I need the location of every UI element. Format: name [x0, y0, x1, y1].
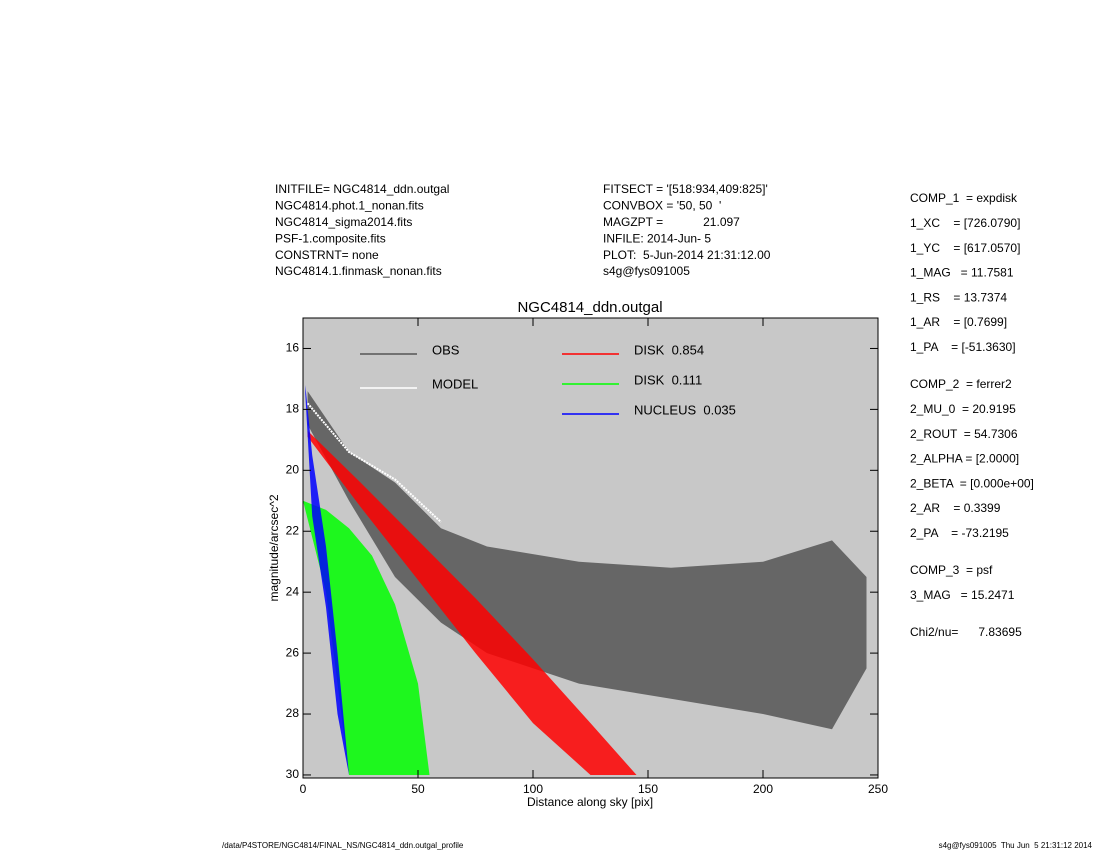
x-tick-label: 50 [411, 782, 425, 796]
legend-label: DISK 0.854 [634, 342, 704, 357]
fit-parameter: 1_XC = [726.0790] [910, 216, 1020, 230]
y-tick-label: 24 [286, 584, 300, 598]
fit-parameter: COMP_1 = expdisk [910, 191, 1018, 205]
fit-parameter: 2_BETA = [0.000e+00] [910, 476, 1034, 490]
fit-parameter: 2_AR = 0.3399 [910, 501, 1001, 515]
header-line: PSF-1.composite.fits [275, 231, 386, 245]
y-tick-label: 20 [286, 462, 300, 476]
x-axis-label: Distance along sky [pix] [527, 795, 653, 809]
data-band [305, 385, 349, 775]
y-tick-label: 30 [286, 767, 300, 781]
model-line [306, 402, 442, 523]
x-tick-label: 200 [753, 782, 773, 796]
header-line: CONSTRNT= none [275, 248, 379, 262]
data-band [307, 391, 867, 730]
footer-stamp: s4g@fys091005 Thu Jun 5 21:31:12 2014 [939, 841, 1093, 850]
fit-parameter: COMP_2 = ferrer2 [910, 377, 1012, 391]
fit-parameter: 2_PA = -73.2195 [910, 526, 1009, 540]
x-tick-label: 150 [638, 782, 658, 796]
fit-parameter: 3_MAG = 15.2471 [910, 588, 1015, 602]
y-tick-label: 26 [286, 645, 300, 659]
y-tick-label: 18 [286, 402, 300, 416]
plot-frame [302, 317, 879, 779]
fit-parameter: 1_RS = 13.7374 [910, 290, 1007, 304]
legend-label: DISK 0.111 [634, 372, 702, 387]
header-line: NGC4814_sigma2014.fits [275, 215, 412, 229]
fit-parameter: 1_AR = [0.7699] [910, 315, 1007, 329]
fit-parameter: 1_YC = [617.0570] [910, 241, 1020, 255]
y-axis-label: magnitude/arcsec^2 [267, 494, 281, 601]
header-line: NGC4814.1.finmask_nonan.fits [275, 264, 442, 278]
header-line: PLOT: 5-Jun-2014 21:31:12.00 [603, 248, 771, 262]
data-band [307, 430, 637, 775]
y-tick-label: 16 [286, 341, 300, 355]
chart-title: NGC4814_ddn.outgal [517, 299, 662, 316]
header-line: INITFILE= NGC4814_ddn.outgal [275, 182, 449, 196]
footer-path: /data/P4STORE/NGC4814/FINAL_NS/NGC4814_d… [222, 841, 464, 850]
header-line: CONVBOX = '50, 50 ' [603, 199, 721, 213]
fit-parameter: 2_ROUT = 54.7306 [910, 427, 1018, 441]
header-line: FITSECT = '[518:934,409:825]' [603, 182, 768, 196]
plot-data [303, 385, 867, 775]
legend-label: NUCLEUS 0.035 [634, 402, 736, 417]
x-tick-label: 100 [523, 782, 543, 796]
fit-parameter: 1_MAG = 11.7581 [910, 266, 1014, 280]
legend-label: MODEL [432, 376, 478, 391]
legend-label: OBS [432, 342, 460, 357]
y-tick-label: 22 [286, 523, 300, 537]
fit-parameter: 2_MU_0 = 20.9195 [910, 402, 1016, 416]
x-tick-label: 0 [300, 782, 307, 796]
fit-parameter: Chi2/nu= 7.83695 [910, 625, 1022, 639]
fit-parameter: COMP_3 = psf [910, 563, 993, 577]
y-tick-label: 28 [286, 706, 300, 720]
header-line: s4g@fys091005 [603, 264, 690, 278]
fit-parameter: 1_PA = [-51.3630] [910, 340, 1016, 354]
header-line: MAGZPT = 21.097 [603, 215, 740, 229]
data-band [303, 500, 430, 775]
x-tick-label: 250 [868, 782, 888, 796]
header-line: INFILE: 2014-Jun- 5 [603, 231, 711, 245]
fit-parameter: 2_ALPHA = [2.0000] [910, 452, 1019, 466]
header-line: NGC4814.phot.1_nonan.fits [275, 199, 424, 213]
